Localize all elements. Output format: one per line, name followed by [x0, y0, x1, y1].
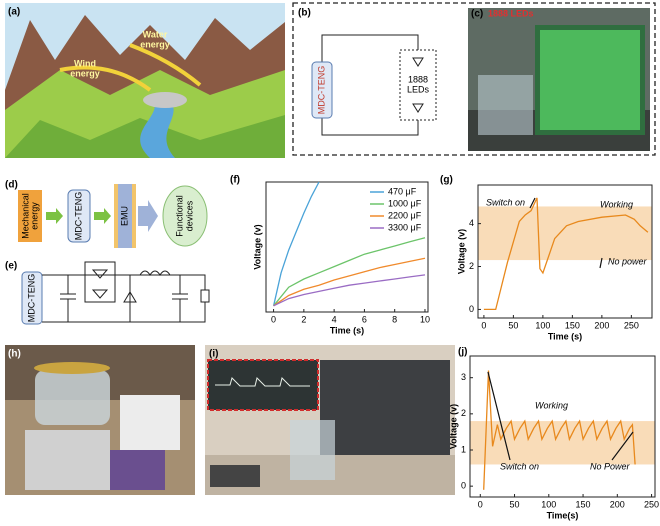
arrow — [46, 208, 63, 224]
x-axis-label: Time(s) — [547, 510, 579, 520]
y-axis-label: Voltage (v) — [252, 224, 262, 269]
load-label: 1888 — [408, 74, 428, 84]
y-tick-label: 1 — [461, 444, 466, 454]
x-tick-label: 4 — [332, 314, 337, 324]
photo-title: 1888 LEDs — [488, 8, 534, 18]
shaded-band — [470, 421, 655, 465]
y-tick-label: 2 — [461, 408, 466, 418]
load-label: LEDs — [407, 84, 430, 94]
legend-label: 2200 μF — [388, 210, 422, 220]
dashed-frame — [292, 2, 656, 156]
arrow — [138, 200, 158, 232]
panel-label: (j) — [458, 347, 467, 358]
x-tick-label: 0 — [481, 320, 486, 330]
flow-box — [162, 185, 208, 247]
flow-label: EMU — [119, 206, 129, 226]
energy-label: energy — [70, 68, 100, 78]
legend-label: 1000 μF — [388, 198, 422, 208]
arrow — [94, 208, 111, 224]
device-label: MDC-TENG — [26, 274, 36, 323]
y-axis-label: Voltage (v) — [448, 404, 458, 449]
flow-label: Mechanical — [20, 193, 30, 239]
series-line — [483, 370, 636, 490]
teng-box — [311, 61, 333, 119]
x-tick-label: 2 — [301, 314, 306, 324]
annotation: No Power — [590, 461, 631, 471]
y-tick-label: 3 — [461, 372, 466, 382]
x-tick-label: 50 — [508, 320, 518, 330]
x-tick-label: 50 — [510, 499, 520, 509]
panel-label: (b) — [298, 8, 311, 19]
flow-label: MDC-TENG — [73, 192, 83, 241]
x-axis-label: Time (s) — [330, 325, 364, 335]
y-axis-label: Voltage (v) — [456, 229, 466, 274]
x-tick-label: 200 — [610, 499, 625, 509]
plot-frame — [265, 181, 429, 313]
annotation: Switch on — [486, 197, 525, 207]
series-line — [273, 237, 426, 307]
flow-box — [118, 184, 132, 248]
energy-label: Wind — [74, 58, 96, 68]
device-label: MDC-TENG — [316, 66, 326, 115]
series-line — [272, 181, 320, 306]
annotation: No power — [608, 256, 648, 266]
annotation: Working — [535, 400, 568, 410]
plot-frame — [477, 184, 653, 319]
x-tick-label: 100 — [541, 499, 556, 509]
y-tick-label: 4 — [469, 218, 474, 228]
x-tick-label: 6 — [362, 314, 367, 324]
x-tick-label: 150 — [576, 499, 591, 509]
x-tick-label: 8 — [392, 314, 397, 324]
y-tick-label: 2 — [469, 261, 474, 271]
annotation-arrow — [599, 257, 603, 269]
series-line — [483, 197, 649, 311]
x-axis-label: Time (s) — [548, 331, 582, 341]
x-tick-label: 100 — [535, 320, 550, 330]
circuit-e — [42, 261, 210, 323]
panel-label: (g) — [440, 175, 453, 186]
y-tick-label: 0 — [461, 481, 466, 491]
series-line — [273, 274, 426, 307]
annotation-arrow — [529, 197, 536, 209]
setup-photo — [205, 345, 455, 495]
panel-label: (e) — [5, 261, 17, 272]
annotation: Switch on — [500, 461, 539, 471]
x-tick-label: 250 — [624, 320, 639, 330]
panel-label: (f) — [230, 175, 240, 186]
legend-label: 470 μF — [388, 186, 417, 196]
teng-box — [21, 271, 43, 325]
annotation-arrow — [611, 431, 634, 461]
flow-label: energy — [29, 202, 39, 230]
x-tick-label: 150 — [565, 320, 580, 330]
flow-box — [18, 190, 42, 242]
panel-label: (h) — [8, 349, 21, 360]
circuit-b — [321, 34, 437, 136]
x-tick-label: 200 — [594, 320, 609, 330]
x-tick-label: 250 — [644, 499, 659, 509]
series-line — [273, 257, 426, 307]
energy-label: energy — [140, 39, 170, 49]
panel-label: (i) — [209, 349, 218, 360]
led-photo — [468, 8, 650, 151]
panel-label: (d) — [5, 180, 18, 191]
device-photo — [5, 345, 195, 495]
legend-label: 3300 μF — [388, 222, 422, 232]
flow-label: devices — [184, 200, 194, 231]
flow-box — [67, 189, 91, 243]
panel-label: (c) — [471, 9, 483, 20]
y-tick-label: 0 — [469, 304, 474, 314]
flow-label: Functional — [174, 195, 184, 237]
x-tick-label: 10 — [420, 314, 430, 324]
x-tick-label: 0 — [478, 499, 483, 509]
annotation-arrow — [487, 371, 511, 461]
panel-label: (a) — [8, 7, 20, 18]
landscape-image — [5, 3, 285, 158]
energy-label: Water — [143, 29, 168, 39]
x-tick-label: 0 — [271, 314, 276, 324]
annotation: Working — [600, 199, 633, 209]
plot-frame — [469, 355, 656, 498]
